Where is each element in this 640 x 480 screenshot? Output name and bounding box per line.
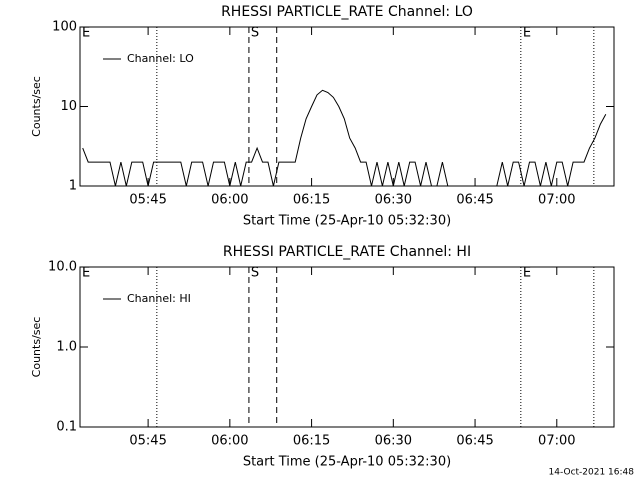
x-tick-label: 06:15	[293, 193, 330, 208]
y-tick-label: 1.0	[56, 340, 77, 355]
marker-label: E	[523, 26, 531, 41]
x-tick-label: 06:30	[375, 193, 412, 208]
x-tick-label: 05:45	[129, 434, 166, 449]
marker-label: E	[523, 266, 531, 281]
marker-label: E	[82, 26, 90, 41]
marker-label: S	[251, 266, 259, 281]
data-line	[82, 89, 607, 187]
legend-label: Channel: HI	[127, 292, 191, 305]
x-tick-label: 06:30	[375, 434, 412, 449]
y-tick-label: 100	[52, 20, 77, 35]
x-tick-label: 07:00	[538, 434, 575, 449]
marker-label: E	[82, 266, 90, 281]
x-axis-label: Start Time (25-Apr-10 05:32:30)	[243, 214, 451, 229]
y-axis-label: Counts/sec	[30, 317, 43, 378]
marker-label: S	[251, 26, 259, 41]
y-tick-label: 10	[60, 99, 77, 114]
x-tick-label: 06:45	[456, 193, 493, 208]
x-tick-label: 05:45	[129, 193, 166, 208]
x-tick-label: 06:00	[211, 193, 248, 208]
chart-title: RHESSI PARTICLE_RATE Channel: LO	[221, 4, 473, 20]
x-tick-label: 06:45	[456, 434, 493, 449]
x-tick-label: 06:15	[293, 434, 330, 449]
x-axis-label: Start Time (25-Apr-10 05:32:30)	[243, 455, 451, 470]
footer: 14-Oct-2021 16:48	[549, 468, 635, 478]
y-axis-label: Counts/sec	[30, 76, 43, 137]
chart-title: RHESSI PARTICLE_RATE Channel: HI	[223, 244, 471, 260]
y-tick-label: 0.1	[56, 420, 77, 435]
x-tick-label: 06:00	[211, 434, 248, 449]
x-tick-label: 07:00	[538, 193, 575, 208]
y-tick-label: 1	[69, 179, 77, 194]
legend-label: Channel: LO	[127, 52, 194, 65]
y-tick-label: 10.0	[48, 260, 77, 275]
